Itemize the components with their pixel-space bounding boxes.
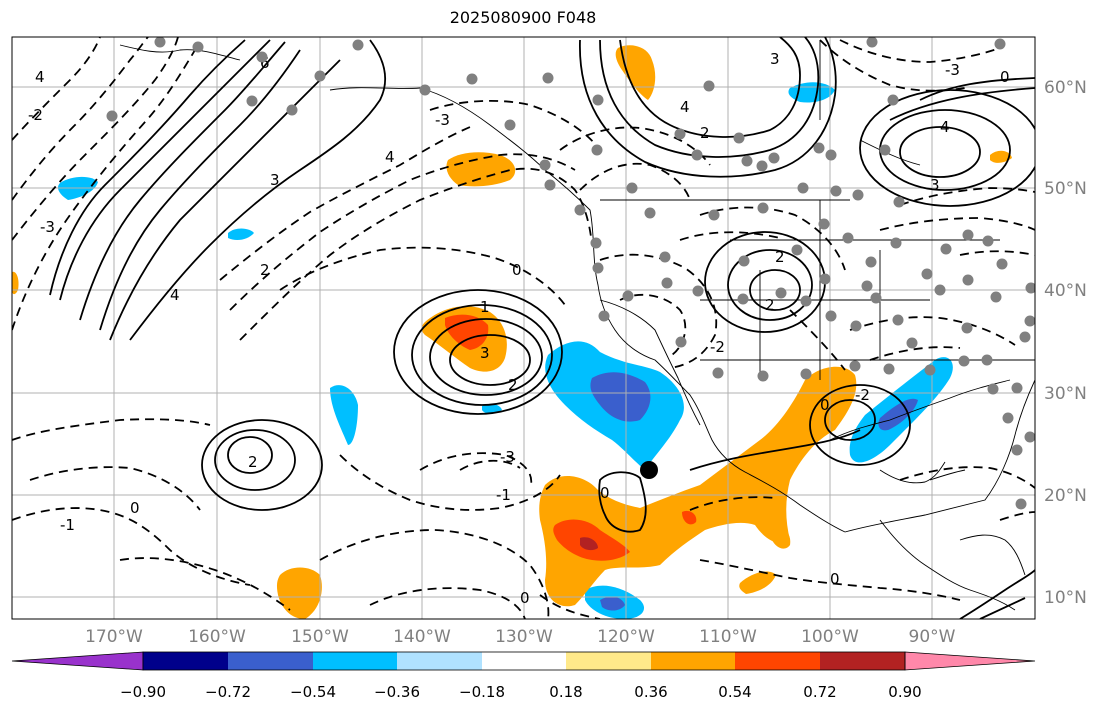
- contour-label: 2: [508, 376, 518, 394]
- colorbar-segment: [651, 652, 735, 670]
- colorbar-segment: [482, 652, 566, 670]
- contour-label: -3: [945, 61, 960, 79]
- contour-label: 4: [170, 286, 180, 304]
- colorbar-segment: [313, 652, 397, 670]
- latitude-tick: 50°N: [1044, 179, 1087, 199]
- contour-label: 4: [385, 148, 395, 166]
- colorbar-tick-label: −0.18: [459, 683, 505, 701]
- contour-label: 2: [248, 453, 258, 471]
- contour-label: -3: [40, 218, 55, 236]
- colorbar-tick-label: −0.36: [374, 683, 420, 701]
- map-title: 2025080900 F048: [449, 8, 597, 27]
- contour-label: 0: [820, 396, 830, 414]
- contour-labels: 6 3 4 2 3 2 1 0 2 -1 0 -3 -1 0 2 2 -2 3 …: [28, 50, 1010, 607]
- contour-label: -1: [496, 486, 511, 504]
- contour-label: 0: [1000, 68, 1010, 86]
- longitude-tick: 140°W: [393, 627, 451, 647]
- longitude-tick: 150°W: [291, 627, 349, 647]
- colorbar-tick-label: −0.90: [120, 683, 166, 701]
- colorbar-tick-label: −0.72: [205, 683, 251, 701]
- colorbar-extend-low: [11, 651, 144, 671]
- latitude-axis: 60°N 50°N 40°N 30°N 20°N 10°N: [1044, 78, 1087, 608]
- contour-label: -3: [500, 448, 515, 466]
- colorbar-segment: [566, 652, 651, 670]
- contour-label: 0: [600, 484, 610, 502]
- colorbar-segment: [143, 652, 228, 670]
- contour-label: 2: [765, 296, 775, 314]
- contour-label: -3: [435, 111, 450, 129]
- longitude-tick: 90°W: [909, 627, 956, 647]
- contour-label: 0: [130, 499, 140, 517]
- colorbar-segment: [735, 652, 820, 670]
- latitude-tick: 40°N: [1044, 281, 1087, 301]
- colorbar-tick-label: 0.90: [888, 683, 922, 701]
- latitude-tick: 10°N: [1044, 588, 1087, 608]
- colorbar-segment: [397, 652, 482, 670]
- contour-label: 3: [270, 171, 280, 189]
- colorbar-tick-label: 0.54: [718, 683, 752, 701]
- contour-label: 2: [700, 124, 710, 142]
- contour-label: 2: [775, 248, 785, 266]
- contour-label: 3: [930, 176, 940, 194]
- latitude-tick: 20°N: [1044, 486, 1087, 506]
- contour-label: -1: [60, 516, 75, 534]
- colorbar-tick-label: 0.72: [803, 683, 837, 701]
- contour-label: 0: [512, 261, 522, 279]
- longitude-tick: 100°W: [801, 627, 859, 647]
- contour-label: 3: [770, 50, 780, 68]
- highlight-marker: [640, 461, 658, 479]
- negative-contours: [12, 37, 1035, 619]
- colorbar-tick-label: 0.18: [549, 683, 583, 701]
- longitude-axis: 170°W 160°W 150°W 140°W 130°W 120°W 110°…: [85, 627, 956, 647]
- contour-label: 0: [520, 589, 530, 607]
- colorbar-segment: [228, 652, 313, 670]
- map-panel: 6 3 4 2 3 2 1 0 2 -1 0 -3 -1 0 2 2 -2 3 …: [12, 37, 1035, 619]
- longitude-tick: 170°W: [85, 627, 143, 647]
- contour-label: 3: [480, 344, 490, 362]
- latitude-tick: 30°N: [1044, 384, 1087, 404]
- contour-label: 4: [35, 68, 45, 86]
- contour-label: 2: [260, 261, 270, 279]
- longitude-tick: 120°W: [597, 627, 655, 647]
- colorbar-extend-high: [904, 651, 1036, 671]
- station-dots: [106, 37, 1035, 510]
- colorbar: [11, 651, 1036, 671]
- latitude-tick: 60°N: [1044, 78, 1087, 98]
- longitude-tick: 160°W: [188, 627, 246, 647]
- colorbar-tick-label: −0.54: [290, 683, 336, 701]
- contour-label: -2: [855, 386, 870, 404]
- contour-label: 0: [830, 570, 840, 588]
- colorbar-tick-label: 0.36: [634, 683, 668, 701]
- coastlines: [119, 40, 1035, 611]
- contour-label: 6: [260, 54, 270, 72]
- contour-label: 1: [480, 298, 490, 316]
- negative-anomaly-shading: [57, 82, 953, 619]
- contour-label: 4: [940, 118, 950, 136]
- contour-label: -2: [710, 338, 725, 356]
- contour-label: 4: [680, 98, 690, 116]
- contour-label: -2: [28, 106, 43, 124]
- graticule: [12, 37, 1035, 619]
- colorbar-segment: [820, 652, 905, 670]
- longitude-tick: 110°W: [699, 627, 757, 647]
- longitude-tick: 130°W: [495, 627, 553, 647]
- positive-anomaly-shading: [12, 45, 1012, 619]
